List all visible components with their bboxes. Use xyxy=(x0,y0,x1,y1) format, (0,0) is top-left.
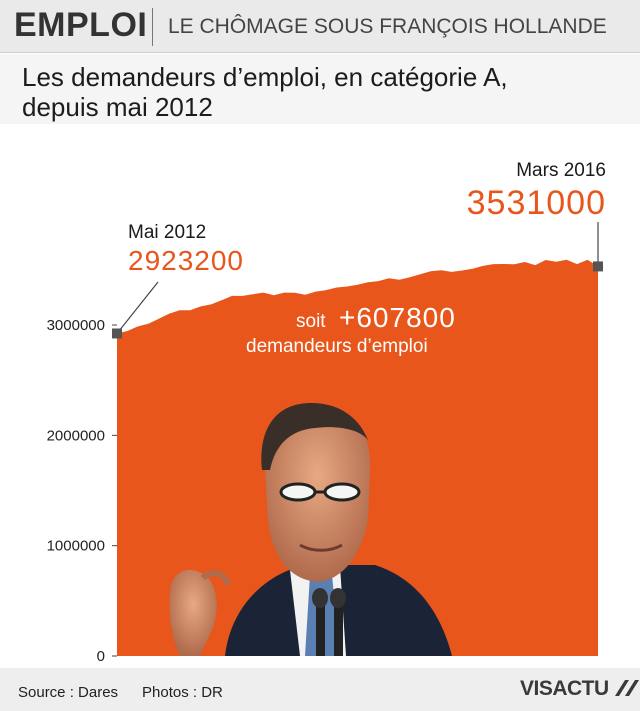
chart-subtitle: Les demandeurs d’emploi, en catégorie A,… xyxy=(0,54,640,124)
end-marker xyxy=(593,261,603,272)
start-value: 2923200 xyxy=(128,245,244,276)
logo-mark-icon xyxy=(615,680,640,696)
end-value: 3531000 xyxy=(467,184,606,222)
subtitle-line-2: depuis mai 2012 xyxy=(22,92,213,122)
y-tick-label: 2000000 xyxy=(47,427,105,444)
header-divider xyxy=(152,8,153,46)
footer-bar: Source : Dares Photos : DR VISACTU xyxy=(0,668,640,711)
y-tick-label: 1000000 xyxy=(47,538,105,555)
delta-caption: demandeurs d’emploi xyxy=(246,336,428,357)
visactu-logo: VISACTU xyxy=(520,677,640,703)
start-leader-line xyxy=(116,281,159,334)
portrait-photo xyxy=(169,403,452,656)
topic-title: LE CHÔMAGE SOUS FRANÇOIS HOLLANDE xyxy=(168,15,607,38)
section-title: EMPLOI xyxy=(14,6,148,44)
delta-prefix: soit xyxy=(296,311,326,332)
delta-value: +607800 xyxy=(339,302,456,333)
header-bar: EMPLOI LE CHÔMAGE SOUS FRANÇOIS HOLLANDE xyxy=(0,0,640,53)
photo-credit: Photos : DR xyxy=(142,684,223,701)
y-tick-label: 3000000 xyxy=(47,317,105,334)
end-label: Mars 2016 xyxy=(516,160,606,181)
start-label: Mai 2012 xyxy=(128,222,206,243)
subtitle-line-1: Les demandeurs d’emploi, en catégorie A, xyxy=(22,62,508,92)
start-marker xyxy=(112,328,122,339)
y-axis: 0 1000000 2000000 3000000 xyxy=(47,317,117,665)
y-tick-label: 0 xyxy=(97,648,105,665)
source-credit: Source : Dares xyxy=(18,684,119,701)
logo-text: VISACTU xyxy=(520,677,609,700)
